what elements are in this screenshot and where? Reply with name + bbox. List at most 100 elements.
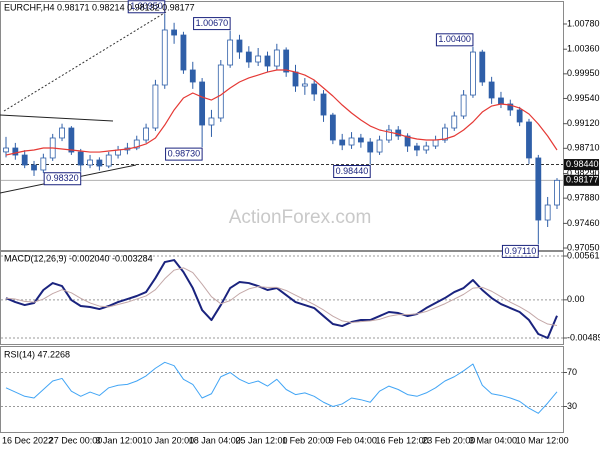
candle-body xyxy=(77,151,84,166)
candle-body xyxy=(283,49,290,73)
candle-body xyxy=(460,94,467,117)
annotation-label: 1.00400 xyxy=(438,34,471,44)
indicator-line xyxy=(5,361,558,414)
candle-body xyxy=(507,103,514,111)
candle-body xyxy=(451,115,458,129)
x-tick-label: 16 Feb 12:00 xyxy=(376,435,429,445)
y-tick-label: 0.97050 xyxy=(567,242,600,252)
candle-body xyxy=(217,64,224,119)
candle-body xyxy=(227,39,234,66)
y-tick-label: 0.99950 xyxy=(567,68,600,78)
price-panel xyxy=(0,1,564,251)
candle-body xyxy=(404,135,411,147)
x-tick-label: 25 Jan 12:00 xyxy=(235,435,287,445)
x-tick-label: 3 Mar 04:00 xyxy=(469,435,517,445)
candle-body xyxy=(152,84,159,129)
annotation-label: 0.98730 xyxy=(168,148,201,158)
candle-body xyxy=(554,179,560,206)
y-tick-label: -0.004892 xyxy=(567,332,600,342)
candle-body xyxy=(87,159,93,166)
x-tick-label: 3 Jan 12:00 xyxy=(95,435,142,445)
candle-body xyxy=(544,204,551,221)
x-tick-label: 18 Jan 04:00 xyxy=(189,435,241,445)
candle-body xyxy=(245,51,252,63)
x-tick-label: 27 Dec 00:00 xyxy=(49,435,103,445)
candle-body xyxy=(320,93,327,116)
x-tick-label: 23 Feb 20:00 xyxy=(422,435,475,445)
candle-body xyxy=(423,145,430,151)
candle-body xyxy=(255,55,262,63)
candle-body xyxy=(143,127,149,141)
candle-body xyxy=(311,83,318,95)
candle-body xyxy=(264,55,271,67)
candle-body xyxy=(12,147,19,156)
candle-body xyxy=(59,127,65,139)
candle-body xyxy=(199,81,206,126)
x-tick-label: 10 Mar 12:00 xyxy=(516,435,569,445)
candle-body xyxy=(21,154,28,166)
candle-body xyxy=(161,29,168,86)
candle-body xyxy=(31,164,37,171)
rsi-panel xyxy=(0,346,564,433)
y-tick-label: 1.00360 xyxy=(567,44,600,54)
candle-body xyxy=(208,117,215,126)
x-tick-label: 9 Feb 04:00 xyxy=(329,435,377,445)
candle-body xyxy=(367,141,374,153)
candle-body xyxy=(236,39,243,53)
annotation-label: 0.98440 xyxy=(336,166,369,176)
annotation-box xyxy=(193,17,231,31)
annotation-label: 0.98320 xyxy=(46,173,79,183)
candle-body xyxy=(498,97,504,105)
candle-body xyxy=(171,29,178,36)
panel-title: RSI(14) 47.2268 xyxy=(4,349,70,359)
annotation-box xyxy=(435,33,474,47)
candle-body xyxy=(68,127,75,153)
candle-body xyxy=(3,147,9,153)
candle-body xyxy=(526,121,532,159)
triangle-upper xyxy=(0,114,114,122)
candle-body xyxy=(301,83,308,87)
candle-body xyxy=(376,139,383,153)
y-tick-label: 1.00780 xyxy=(567,18,600,28)
candle-body xyxy=(329,114,336,141)
y-tick-label: 0.97460 xyxy=(567,218,600,228)
candle-body xyxy=(479,51,486,83)
candle-body xyxy=(133,139,140,149)
indicator-line xyxy=(5,69,558,156)
y-tick-label: 70 xyxy=(567,367,577,377)
y-tick-label: 0.005615 xyxy=(567,250,600,260)
candle-body xyxy=(414,145,420,151)
price-box xyxy=(564,174,599,186)
y-tick-label: 0.98290 xyxy=(567,168,600,178)
candle-body xyxy=(432,139,439,147)
indicator-line xyxy=(5,267,558,326)
candle-body xyxy=(292,71,299,87)
candle-body xyxy=(96,159,103,167)
candle-body xyxy=(442,127,448,141)
price-box-label: 0.98177 xyxy=(566,175,599,185)
candle-body xyxy=(189,69,196,83)
annotation-box xyxy=(127,0,166,14)
candle-body xyxy=(385,129,392,141)
annotation-label: 1.00950 xyxy=(130,1,163,11)
annotation-box xyxy=(501,244,539,258)
candle-body xyxy=(40,157,47,171)
candle-body xyxy=(273,49,280,67)
y-tick-label: 0.99120 xyxy=(567,118,600,128)
candle-body xyxy=(516,109,523,123)
candle-body xyxy=(180,34,187,71)
y-tick-label: 0.98710 xyxy=(567,143,600,153)
candle-body xyxy=(105,154,112,167)
macd-panel xyxy=(0,251,564,345)
x-tick-label: 16 Dec 2022 xyxy=(2,435,53,445)
indicator-line xyxy=(5,259,558,339)
y-tick-label: 0.99540 xyxy=(567,93,600,103)
y-tick-label: 0.97880 xyxy=(567,193,600,203)
candle-body xyxy=(470,51,476,96)
y-tick-label: 0.00 xyxy=(567,294,585,304)
annotation-box xyxy=(165,147,203,161)
price-box-label: 0.98440 xyxy=(566,159,599,169)
candle-body xyxy=(357,137,364,143)
